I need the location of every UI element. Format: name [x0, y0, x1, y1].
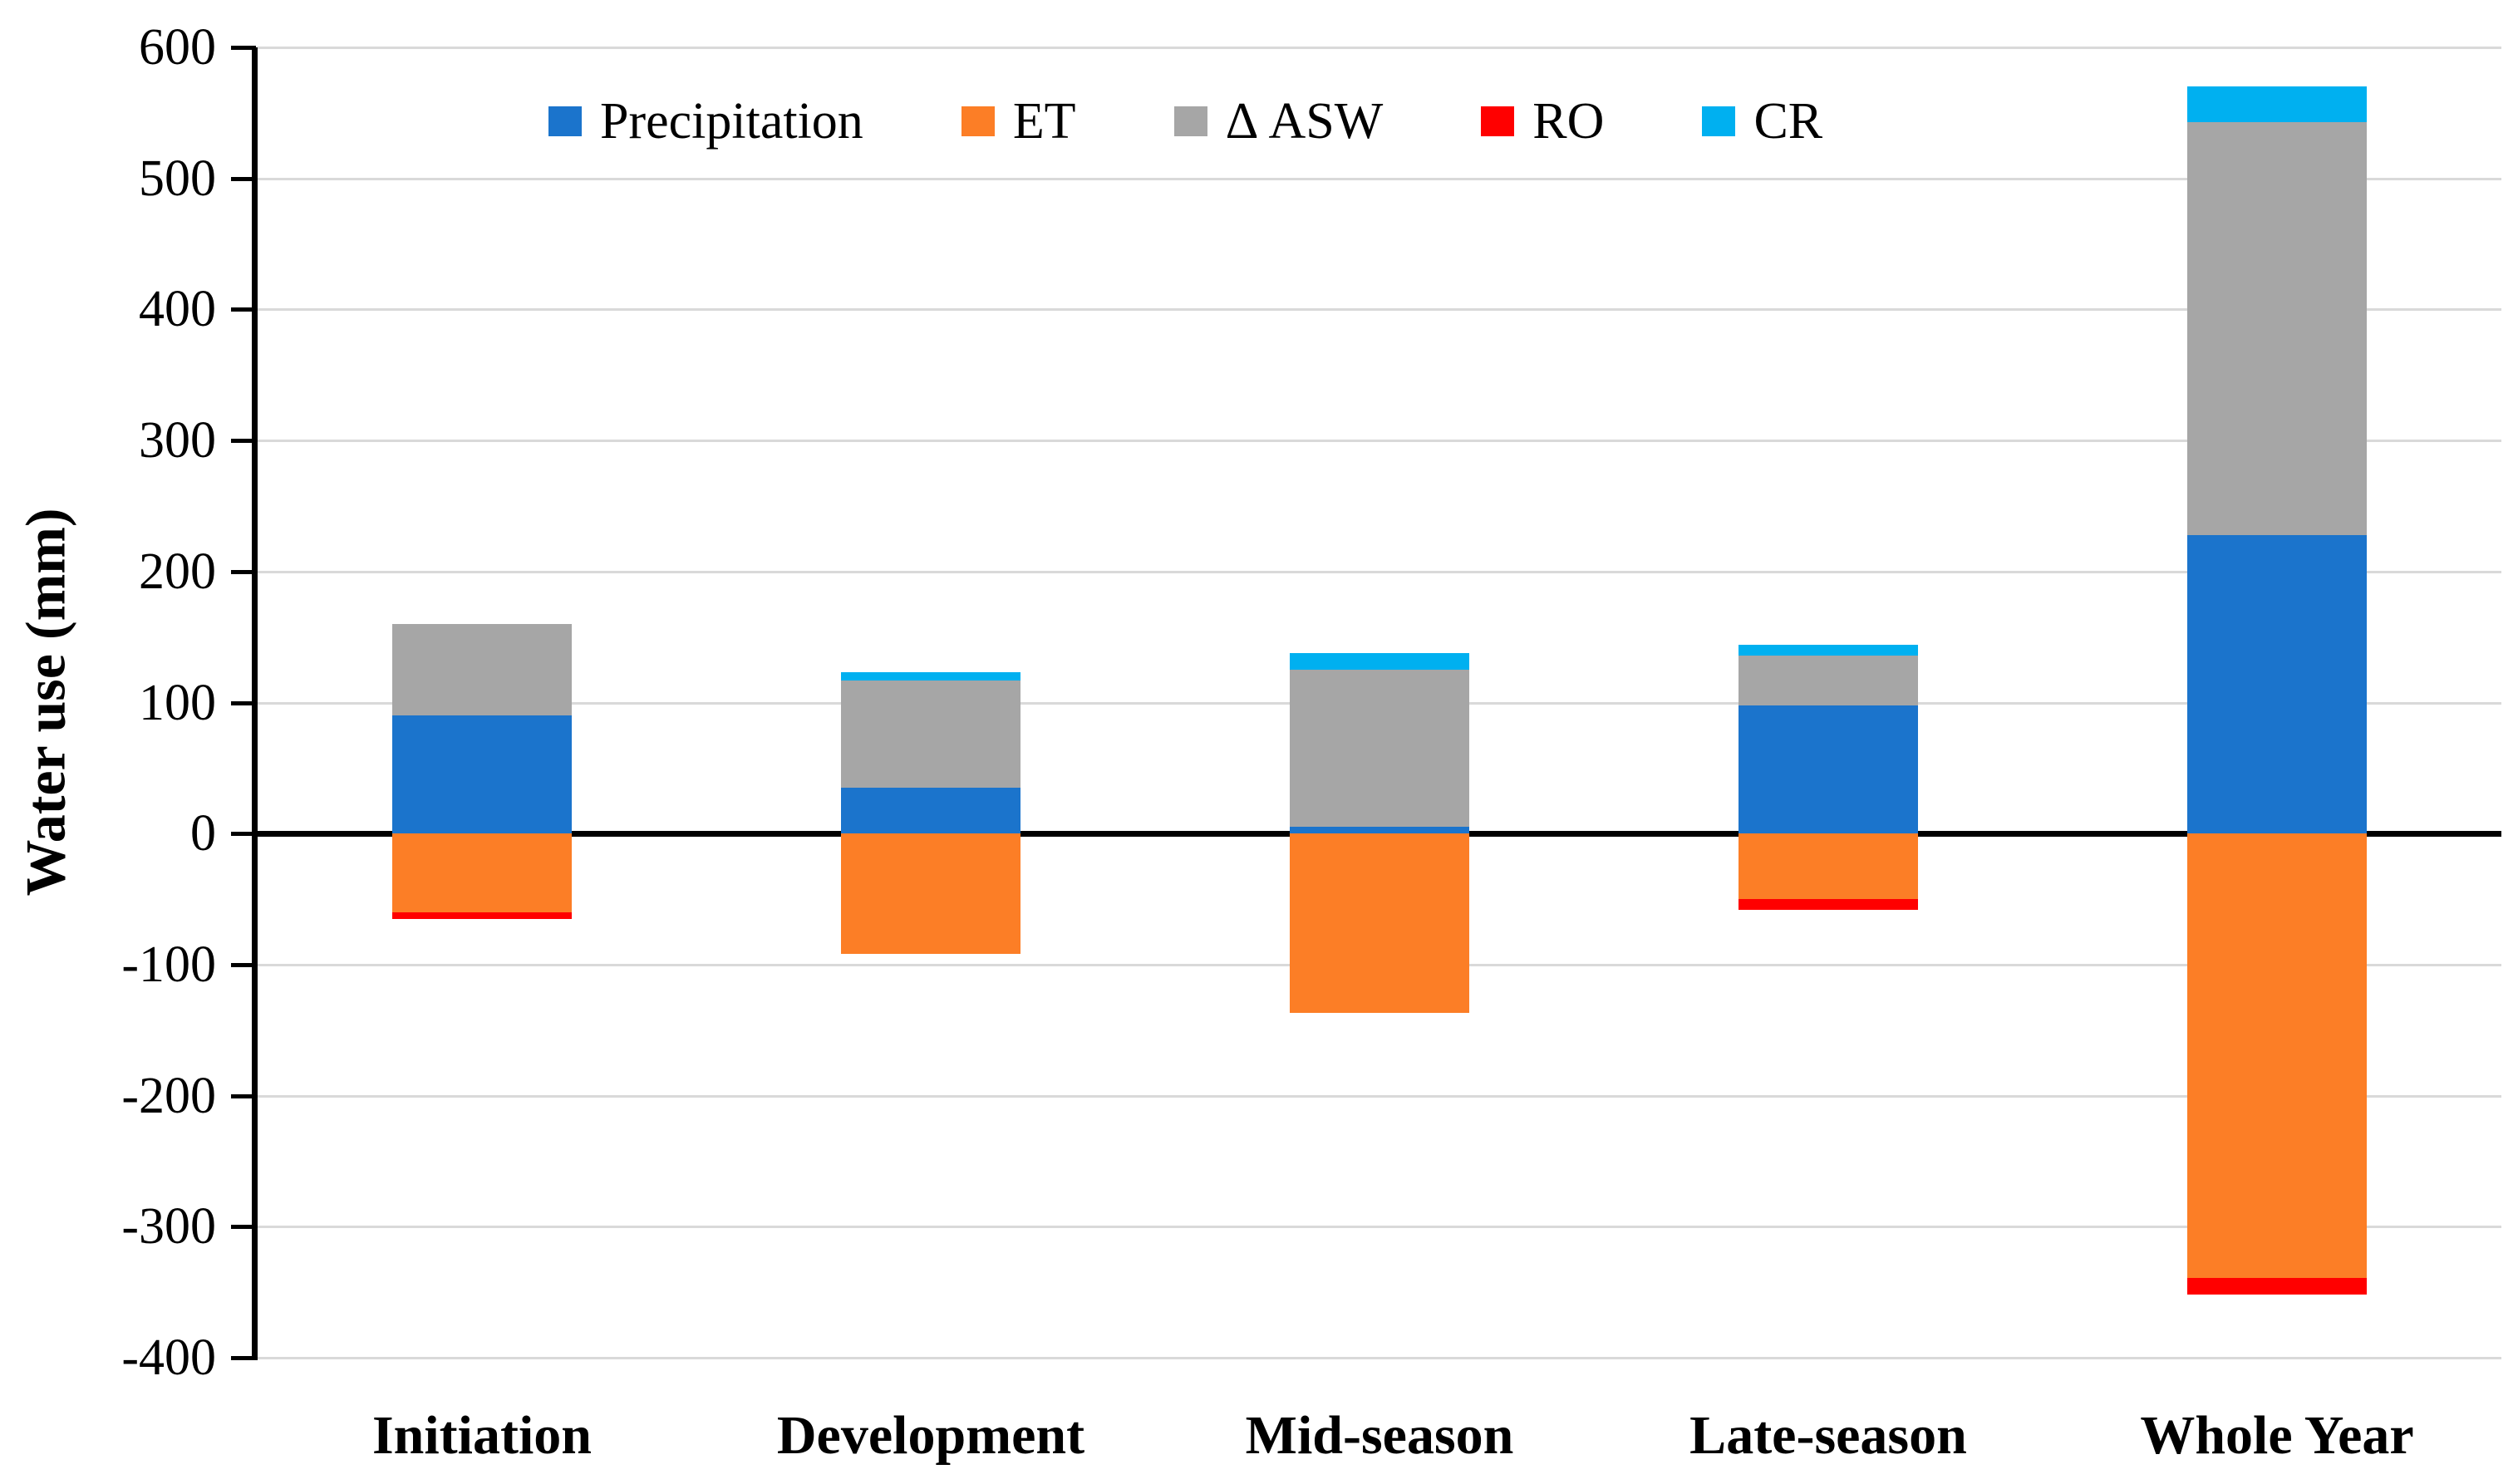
bar-segment-precipitation	[1290, 827, 1469, 834]
y-tick-label: 500	[139, 150, 216, 207]
bar-segment-et	[392, 833, 572, 912]
legend-swatch-icon	[1173, 106, 1207, 136]
gridline	[258, 1357, 2501, 1359]
legend-swatch-icon	[1481, 106, 1515, 136]
y-tick-label: 300	[139, 412, 216, 469]
bar-segment-cr	[841, 672, 1020, 681]
y-axis-tick	[231, 307, 256, 312]
legend-label: RO	[1532, 93, 1605, 150]
legend-swatch-icon	[548, 106, 582, 136]
legend: Precipitation ET Δ ASW RO CR	[548, 90, 1920, 153]
legend-label: ET	[1012, 93, 1076, 150]
y-axis-tick	[231, 569, 256, 574]
y-tick-label: 600	[139, 19, 216, 76]
bar-segment-precipitation	[841, 788, 1020, 834]
bar-segment-cr	[2187, 86, 2367, 122]
bar-segment-et	[1290, 833, 1469, 1014]
bar-segment-ro	[1739, 899, 1918, 910]
gridline	[258, 1094, 2501, 1098]
legend-item: ET	[961, 90, 1076, 153]
y-tick-label: -300	[121, 1198, 216, 1256]
x-category-label: Mid-season	[1245, 1405, 1514, 1466]
x-category-label: Late-season	[1689, 1405, 1967, 1466]
legend-label: Precipitation	[600, 93, 863, 150]
y-axis-line	[252, 47, 258, 1360]
y-axis-tick	[231, 1356, 256, 1360]
y-axis-title: Water use (mm)	[13, 508, 77, 897]
gridline	[258, 570, 2501, 573]
y-axis-tick	[231, 1225, 256, 1230]
y-tick-label: 200	[139, 543, 216, 600]
y-tick-label: 400	[139, 281, 216, 338]
bar-segment-asw	[1290, 670, 1469, 828]
legend-item: Δ ASW	[1173, 90, 1384, 153]
y-axis-tick	[231, 832, 256, 837]
x-category-label: Whole Year	[2140, 1405, 2414, 1466]
y-axis-tick	[231, 700, 256, 705]
bar-segment-precipitation	[2187, 534, 2367, 834]
bar-segment-asw	[1739, 655, 1918, 705]
y-axis-tick	[231, 176, 256, 181]
bar-segment-asw	[841, 680, 1020, 788]
legend-label: CR	[1753, 93, 1823, 150]
gridline	[258, 440, 2501, 443]
legend-item: CR	[1702, 90, 1822, 153]
x-category-label: Initiation	[371, 1405, 593, 1466]
gridline	[258, 308, 2501, 312]
x-category-label: Development	[776, 1405, 1085, 1466]
y-axis-tick	[231, 1093, 256, 1098]
bar-segment-precipitation	[392, 715, 572, 834]
legend-label: Δ ASW	[1225, 93, 1384, 150]
bar-segment-asw	[392, 623, 572, 716]
bar-segment-et	[1739, 833, 1918, 900]
legend-swatch-icon	[1702, 106, 1736, 136]
bar-segment-ro	[392, 912, 572, 919]
legend-item: Precipitation	[548, 90, 863, 153]
bar-segment-cr	[1290, 652, 1469, 671]
bar-segment-cr	[1739, 645, 1918, 656]
gridline	[258, 47, 2501, 49]
y-axis-tick	[231, 46, 256, 50]
legend-swatch-icon	[961, 106, 995, 136]
gridline	[258, 1226, 2501, 1229]
y-tick-label: -100	[121, 936, 216, 993]
bar-segment-ro	[2187, 1277, 2367, 1295]
bar-segment-asw	[2187, 121, 2367, 535]
y-tick-label: -400	[121, 1329, 216, 1386]
y-tick-label: 100	[139, 674, 216, 731]
y-tick-label: -200	[121, 1067, 216, 1124]
legend-item: RO	[1481, 90, 1604, 153]
bar-segment-precipitation	[1739, 705, 1918, 834]
bar-segment-et	[2187, 833, 2367, 1278]
y-axis-tick	[231, 962, 256, 967]
y-tick-label: 0	[190, 805, 216, 862]
gridline	[258, 177, 2501, 180]
bar-segment-et	[841, 833, 1020, 955]
y-axis-tick	[231, 439, 256, 444]
